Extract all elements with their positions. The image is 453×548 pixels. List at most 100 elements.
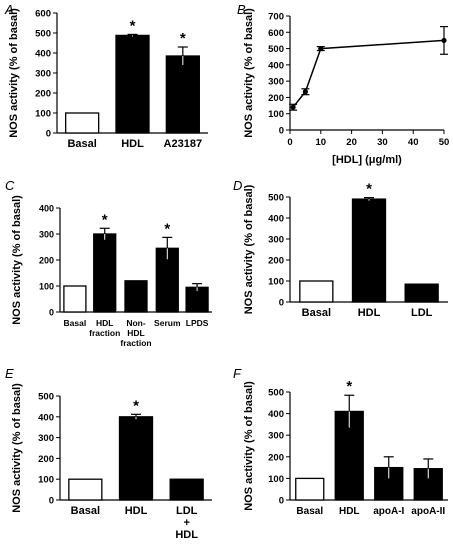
y-tick-label-e: 100 [38,475,54,486]
significance-marker-a: * [130,17,136,34]
category-label-c: Non- [126,318,146,328]
bar-c [185,286,209,313]
category-label-c: Basal [64,318,87,328]
y-tick-label-b: 0 [279,126,284,137]
y-axis-label-b: NOS activity (% of basal) [243,8,255,138]
y-axis-label-f: NOS activity (% of basal) [243,381,255,511]
category-label-f: HDL [339,506,360,517]
panel-label-c: C [5,178,15,193]
y-tick-label-b: 100 [268,109,284,120]
panel-label-f: F [233,366,242,381]
panel-label-b: B [237,2,246,17]
y-tick-label-c: 200 [39,256,54,266]
y-tick-label-d: 500 [268,193,284,204]
data-point-b [290,104,296,110]
y-tick-label-e: 200 [38,454,54,465]
x-axis-label-b: [HDL] (μg/ml) [332,154,402,166]
y-axis-label-a: NOS activity (% of basal) [8,8,20,138]
panel-label-d: D [233,178,242,193]
category-label-a: Basal [67,138,96,150]
bar-a [65,112,100,134]
category-label-d: Basal [302,307,331,319]
y-tick-label-f: 400 [268,409,284,420]
bar-a [115,34,150,134]
y-tick-label-b: 300 [268,77,284,88]
category-label-c: HDL [96,318,113,328]
significance-marker-e: * [133,397,139,414]
y-tick-label-f: 0 [279,496,284,507]
y-tick-label-b: 600 [268,28,284,39]
significance-marker-d: * [366,181,372,198]
category-label-e: LDL [176,505,198,517]
y-tick-label-d: 200 [268,256,284,267]
bar-d [404,283,439,303]
bar-c [93,233,117,313]
bar-a [165,55,200,134]
panel-label-a: A [4,2,14,17]
significance-marker-a: * [180,30,186,47]
significance-marker-f: * [346,378,352,395]
y-tick-label-a: 0 [46,129,51,140]
category-label-e: + [183,517,189,529]
category-label-f: Basal [296,506,323,517]
y-tick-label-c: 400 [39,204,54,214]
y-tick-label-e: 0 [49,496,54,507]
bar-d [299,280,334,303]
category-label-f: apoA-II [411,506,445,517]
y-tick-label-f: 200 [268,452,284,463]
category-label-d: HDL [358,307,381,319]
y-tick-label-d: 400 [268,214,284,225]
panel-label-e: E [5,366,14,381]
y-tick-label-d: 300 [268,235,284,246]
category-label-c: LPDS [186,318,209,328]
bar-f [334,410,364,501]
category-label-c: HDL [127,328,144,338]
y-axis-label-c: NOS activity (% of basal) [11,195,23,325]
category-label-a: A23187 [164,138,203,150]
bar-e [68,478,103,501]
category-label-c: fraction [120,338,151,348]
y-tick-label-b: 500 [268,44,284,55]
data-point-b [441,37,447,44]
y-tick-label-a: 400 [35,49,51,60]
bar-f [295,477,325,501]
y-tick-label-a: 300 [35,69,51,80]
significance-marker-c: * [102,211,108,228]
y-tick-label-b: 700 [268,12,284,23]
x-tick-label-b: 20 [346,137,357,148]
y-tick-label-f: 300 [268,431,284,442]
x-tick-label-b: 10 [316,137,327,148]
bar-e [169,478,204,501]
data-point-b [302,89,308,95]
y-tick-label-e: 400 [38,412,54,423]
data-line-b [292,39,445,108]
y-tick-label-e: 500 [38,392,54,403]
y-tick-label-b: 200 [268,93,284,104]
y-tick-label-d: 0 [279,298,284,309]
y-tick-label-b: 400 [268,60,284,71]
category-label-e: HDL [125,505,148,517]
x-tick-label-b: 0 [287,137,292,148]
y-tick-label-c: 0 [49,308,54,318]
y-tick-label-a: 500 [35,29,51,40]
bar-d [351,198,387,303]
x-tick-label-b: 50 [439,137,450,148]
category-label-e: Basal [71,505,100,517]
bar-c [124,280,148,313]
y-tick-label-a: 100 [35,109,51,120]
category-label-c: fraction [89,328,120,338]
y-tick-label-a: 200 [35,89,51,100]
y-tick-label-c: 100 [39,282,54,292]
category-label-c: Serum [154,318,181,328]
y-tick-label-a: 600 [35,9,51,20]
category-label-a: HDL [121,138,144,150]
y-tick-label-e: 300 [38,433,54,444]
y-axis-label-d: NOS activity (% of basal) [243,184,255,314]
data-point-b [318,45,324,52]
x-tick-label-b: 30 [377,137,388,148]
bar-c [63,285,87,313]
category-label-f: apoA-I [373,506,404,517]
y-tick-label-f: 100 [268,474,284,485]
y-tick-label-f: 500 [268,388,284,399]
